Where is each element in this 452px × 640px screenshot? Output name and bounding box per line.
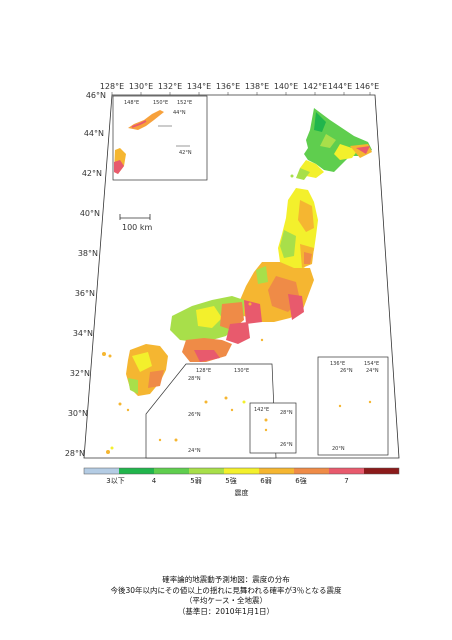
- legend-tick-label: 5弱: [190, 477, 201, 485]
- inset-label: 128°E: [196, 368, 211, 374]
- inset-label: 28°N: [188, 376, 201, 382]
- legend-tick-label: 6強: [295, 477, 306, 485]
- inset-southeast: 136°E 154°E 26°N 24°N 20°N: [317, 356, 389, 456]
- inset-label: 154°E: [364, 361, 379, 367]
- lat-label: 32°N: [70, 369, 90, 378]
- legend-swatch: [294, 468, 329, 474]
- caption-line: （平均ケース・全地震）: [184, 596, 268, 605]
- legend-swatch: [224, 468, 259, 474]
- lat-label: 42°N: [82, 169, 102, 178]
- lon-label: 132°E: [158, 82, 182, 91]
- legend-tick-label: 6弱: [260, 477, 271, 485]
- lat-label: 28°N: [65, 449, 85, 458]
- legend-tick-label: 3以下: [106, 477, 124, 485]
- caption: 確率論的地震動予測地図：震度の分布 今後30年以内にその値以上の揺れに見舞われる…: [0, 575, 452, 617]
- lat-label: 44°N: [84, 129, 104, 138]
- inset-label: 24°N: [366, 368, 379, 374]
- inset-label: 24°N: [188, 448, 201, 454]
- tohoku: [278, 188, 318, 270]
- scale-bar-label: 100 km: [122, 223, 152, 232]
- inset-label: 20°N: [332, 446, 345, 452]
- scale-bar: 100 km: [119, 214, 152, 232]
- intensity-legend: 3以下 4 5弱 5強 6弱 6強 7 震度: [83, 467, 400, 497]
- lon-label: 138°E: [245, 82, 269, 91]
- legend-swatch: [329, 468, 364, 474]
- lon-label: 128°E: [100, 82, 124, 91]
- lon-label: 140°E: [274, 82, 298, 91]
- shikoku: [182, 338, 232, 362]
- legend-tick-label: 5強: [225, 477, 236, 485]
- inset-label: 142°E: [254, 407, 269, 413]
- lat-label: 36°N: [75, 289, 95, 298]
- caption-line: （基準日：2010年1月1日）: [177, 606, 275, 616]
- inset-label: 42°N: [179, 150, 192, 156]
- kyushu: [126, 344, 168, 396]
- hokkaido: [296, 108, 372, 180]
- legend-swatch: [119, 468, 154, 474]
- inset-label: 150°E: [153, 100, 168, 106]
- lon-label: 130°E: [129, 82, 153, 91]
- inset-label: 26°N: [340, 368, 353, 374]
- lon-label: 144°E: [328, 82, 352, 91]
- legend-swatch: [259, 468, 294, 474]
- lon-label: 146°E: [355, 82, 379, 91]
- legend-swatch: [364, 468, 399, 474]
- lat-label: 38°N: [78, 249, 98, 258]
- legend-title: 震度: [235, 488, 249, 497]
- inset-label: 130°E: [234, 368, 249, 374]
- lat-label: 34°N: [73, 329, 93, 338]
- inset-label: 136°E: [330, 361, 345, 367]
- inset-label: 28°N: [280, 410, 293, 416]
- inset-label: 44°N: [173, 110, 186, 116]
- top-graticule: 128°E 130°E 132°E 134°E 136°E 138°E 140°…: [100, 82, 379, 95]
- legend-tick-label: 7: [344, 477, 348, 485]
- inset-ogasawara: 142°E 28°N 26°N: [249, 402, 297, 454]
- lon-label: 142°E: [303, 82, 327, 91]
- left-graticule: 46°N 44°N 42°N 40°N 38°N 36°N 34°N 32°N …: [65, 91, 106, 458]
- legend-swatch: [154, 468, 189, 474]
- lat-label: 30°N: [68, 409, 88, 418]
- lon-label: 136°E: [216, 82, 240, 91]
- lon-label: 134°E: [187, 82, 211, 91]
- lat-label: 46°N: [86, 91, 106, 100]
- caption-line: 今後30年以内にその値以上の揺れに見舞われる確率が3％となる震度: [110, 585, 342, 595]
- inset-kuril: 148°E 150°E 152°E 44°N 42°N: [112, 95, 208, 181]
- inset-ryukyu: 128°E 130°E 28°N 26°N 24°N: [145, 363, 277, 459]
- lat-label: 40°N: [80, 209, 100, 218]
- small-islands: [102, 174, 294, 454]
- legend-swatch: [189, 468, 224, 474]
- legend-frame: [83, 467, 400, 475]
- kanto-chubu: [240, 262, 314, 324]
- caption-title: 確率論的地震動予測地図：震度の分布: [162, 575, 290, 584]
- legend-swatch: [84, 468, 119, 474]
- inset-label: 26°N: [188, 412, 201, 418]
- inset-label: 152°E: [177, 100, 192, 106]
- inset-label: 148°E: [124, 100, 139, 106]
- kinki-chugoku: [170, 296, 250, 344]
- legend-tick-label: 4: [152, 477, 157, 485]
- inset-label: 26°N: [280, 442, 293, 448]
